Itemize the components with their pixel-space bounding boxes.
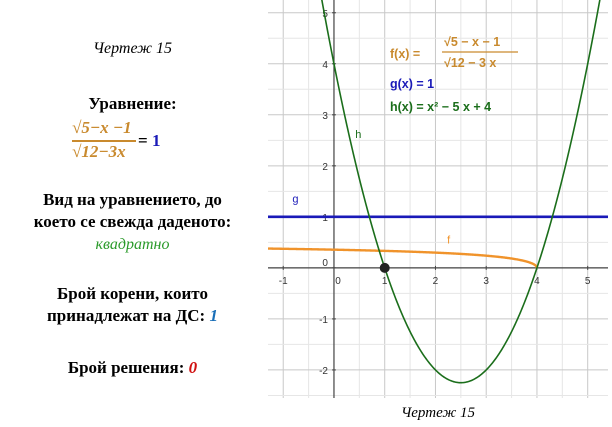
y-tick-label: 4 <box>322 60 328 71</box>
y-tick-label: 0 <box>322 258 328 269</box>
equation-heading: Уравнение: <box>88 94 177 113</box>
type-label-line1: Вид на уравнението, до <box>43 190 222 209</box>
roots-line2: принадлежат на ДС: 1 <box>0 305 265 327</box>
x-tick-label: 1 <box>382 276 388 287</box>
figure-caption-left: Чертеж 15 <box>92 40 173 57</box>
legend-f-denominator: √12 − 3 x <box>444 56 496 70</box>
y-tick-label: -2 <box>319 366 328 377</box>
y-tick-label: 5 <box>322 9 328 20</box>
x-tick-label: -1 <box>279 276 288 287</box>
solutions-label: Брой решения: <box>67 358 185 377</box>
roots-label-line1: Брой корени, които <box>57 284 208 303</box>
figure-caption-bottom: Чертеж 15 <box>400 405 476 421</box>
type-label-line2: което се свежда даденото: <box>33 212 232 231</box>
legend: f(x) = √5 − x − 1 √12 − 3 x g(x) = 1 h(x) =… <box>390 35 518 114</box>
curve-f <box>268 247 539 269</box>
label-h: h <box>355 129 361 141</box>
equation: √5−x −1 √12−3x = 1 <box>72 118 192 168</box>
roots-value: 1 <box>209 306 218 325</box>
legend-g: g(x) = 1 <box>390 77 434 91</box>
equals-sign: = <box>138 131 148 150</box>
legend-f-numerator: √5 − x − 1 <box>444 35 500 49</box>
y-tick-label: 1 <box>322 213 328 224</box>
y-tick-label: 2 <box>322 162 328 173</box>
solutions-value: 0 <box>188 358 198 377</box>
legend-h: h(x) = x² − 5 x + 4 <box>390 100 491 114</box>
x-tick-label: 3 <box>483 276 489 287</box>
equation-rhs: 1 <box>152 131 161 150</box>
roots-label-line2: принадлежат на ДС: <box>47 306 206 325</box>
y-tick-label: -1 <box>319 315 328 326</box>
x-tick-label: 5 <box>585 276 591 287</box>
label-g: g <box>292 194 298 206</box>
curves <box>268 0 608 384</box>
x-tick-label: 2 <box>433 276 439 287</box>
intersection-point <box>379 262 390 273</box>
function-graph: -1 0 1 2 3 4 5 -2 -1 0 1 2 3 4 5 h g f f(x) = √5 − x − 1… <box>268 0 608 398</box>
equation-numerator: √5−x −1 <box>72 118 132 137</box>
type-value: квадратно <box>95 236 170 253</box>
left-panel: Чертеж 15 Уравнение: √5−x −1 √12−3x = 1 … <box>0 0 265 427</box>
label-f: f <box>447 234 451 246</box>
equation-denominator: √12−3x <box>72 142 126 161</box>
x-tick-label: 4 <box>534 276 540 287</box>
y-tick-label: 3 <box>322 111 328 122</box>
x-tick-label: 0 <box>335 276 341 287</box>
curve-h <box>321 0 601 384</box>
curve-labels: h g f <box>292 129 451 247</box>
tick-labels: -1 0 1 2 3 4 5 -2 -1 0 1 2 3 4 5 <box>279 9 591 377</box>
fraction-bar <box>72 140 136 142</box>
legend-f-label: f(x) = <box>390 47 420 61</box>
solutions-line: Брой решения: 0 <box>0 357 265 379</box>
